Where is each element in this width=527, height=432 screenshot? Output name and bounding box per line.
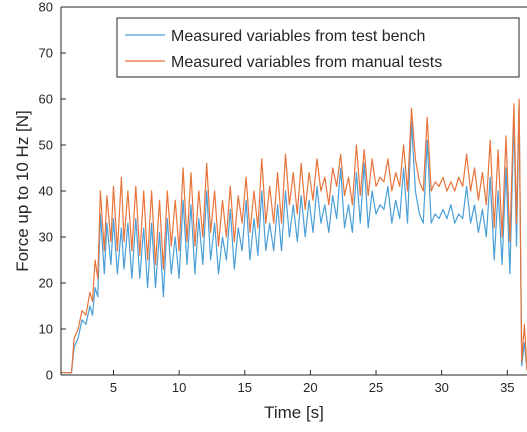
legend-label-manual-tests: Measured variables from manual tests: [171, 54, 442, 71]
x-tick-label: 10: [172, 380, 186, 395]
x-tick-label: 20: [303, 380, 317, 395]
y-tick-label: 80: [39, 0, 53, 15]
y-tick-label: 20: [39, 276, 53, 291]
y-tick-label: 70: [39, 46, 53, 61]
x-axis-label: Time [s]: [264, 403, 324, 422]
series-line-test-bench: [61, 102, 527, 374]
legend: Measured variables from test bench Measu…: [116, 17, 520, 78]
y-tick-label: 0: [46, 368, 53, 383]
legend-box: [116, 17, 520, 78]
x-tick-label: 5: [110, 380, 117, 395]
x-tick-label: 30: [434, 380, 448, 395]
y-axis-label: Force up to 10 Hz [N]: [13, 110, 32, 272]
x-tick-label: 15: [238, 380, 252, 395]
legend-label-test-bench: Measured variables from test bench: [171, 28, 425, 45]
x-tick-label: 25: [369, 380, 383, 395]
y-tick-label: 50: [39, 138, 53, 153]
y-tick-label: 60: [39, 92, 53, 107]
y-tick-label: 10: [39, 322, 53, 337]
y-tick-label: 40: [39, 184, 53, 199]
series-line-manual-tests: [61, 98, 527, 374]
y-tick-label: 30: [39, 230, 53, 245]
x-tick-label: 35: [500, 380, 514, 395]
axes: 0 10 20 30 40 50 60 70 80 5 10 15 20 25 30 35: [39, 0, 527, 395]
